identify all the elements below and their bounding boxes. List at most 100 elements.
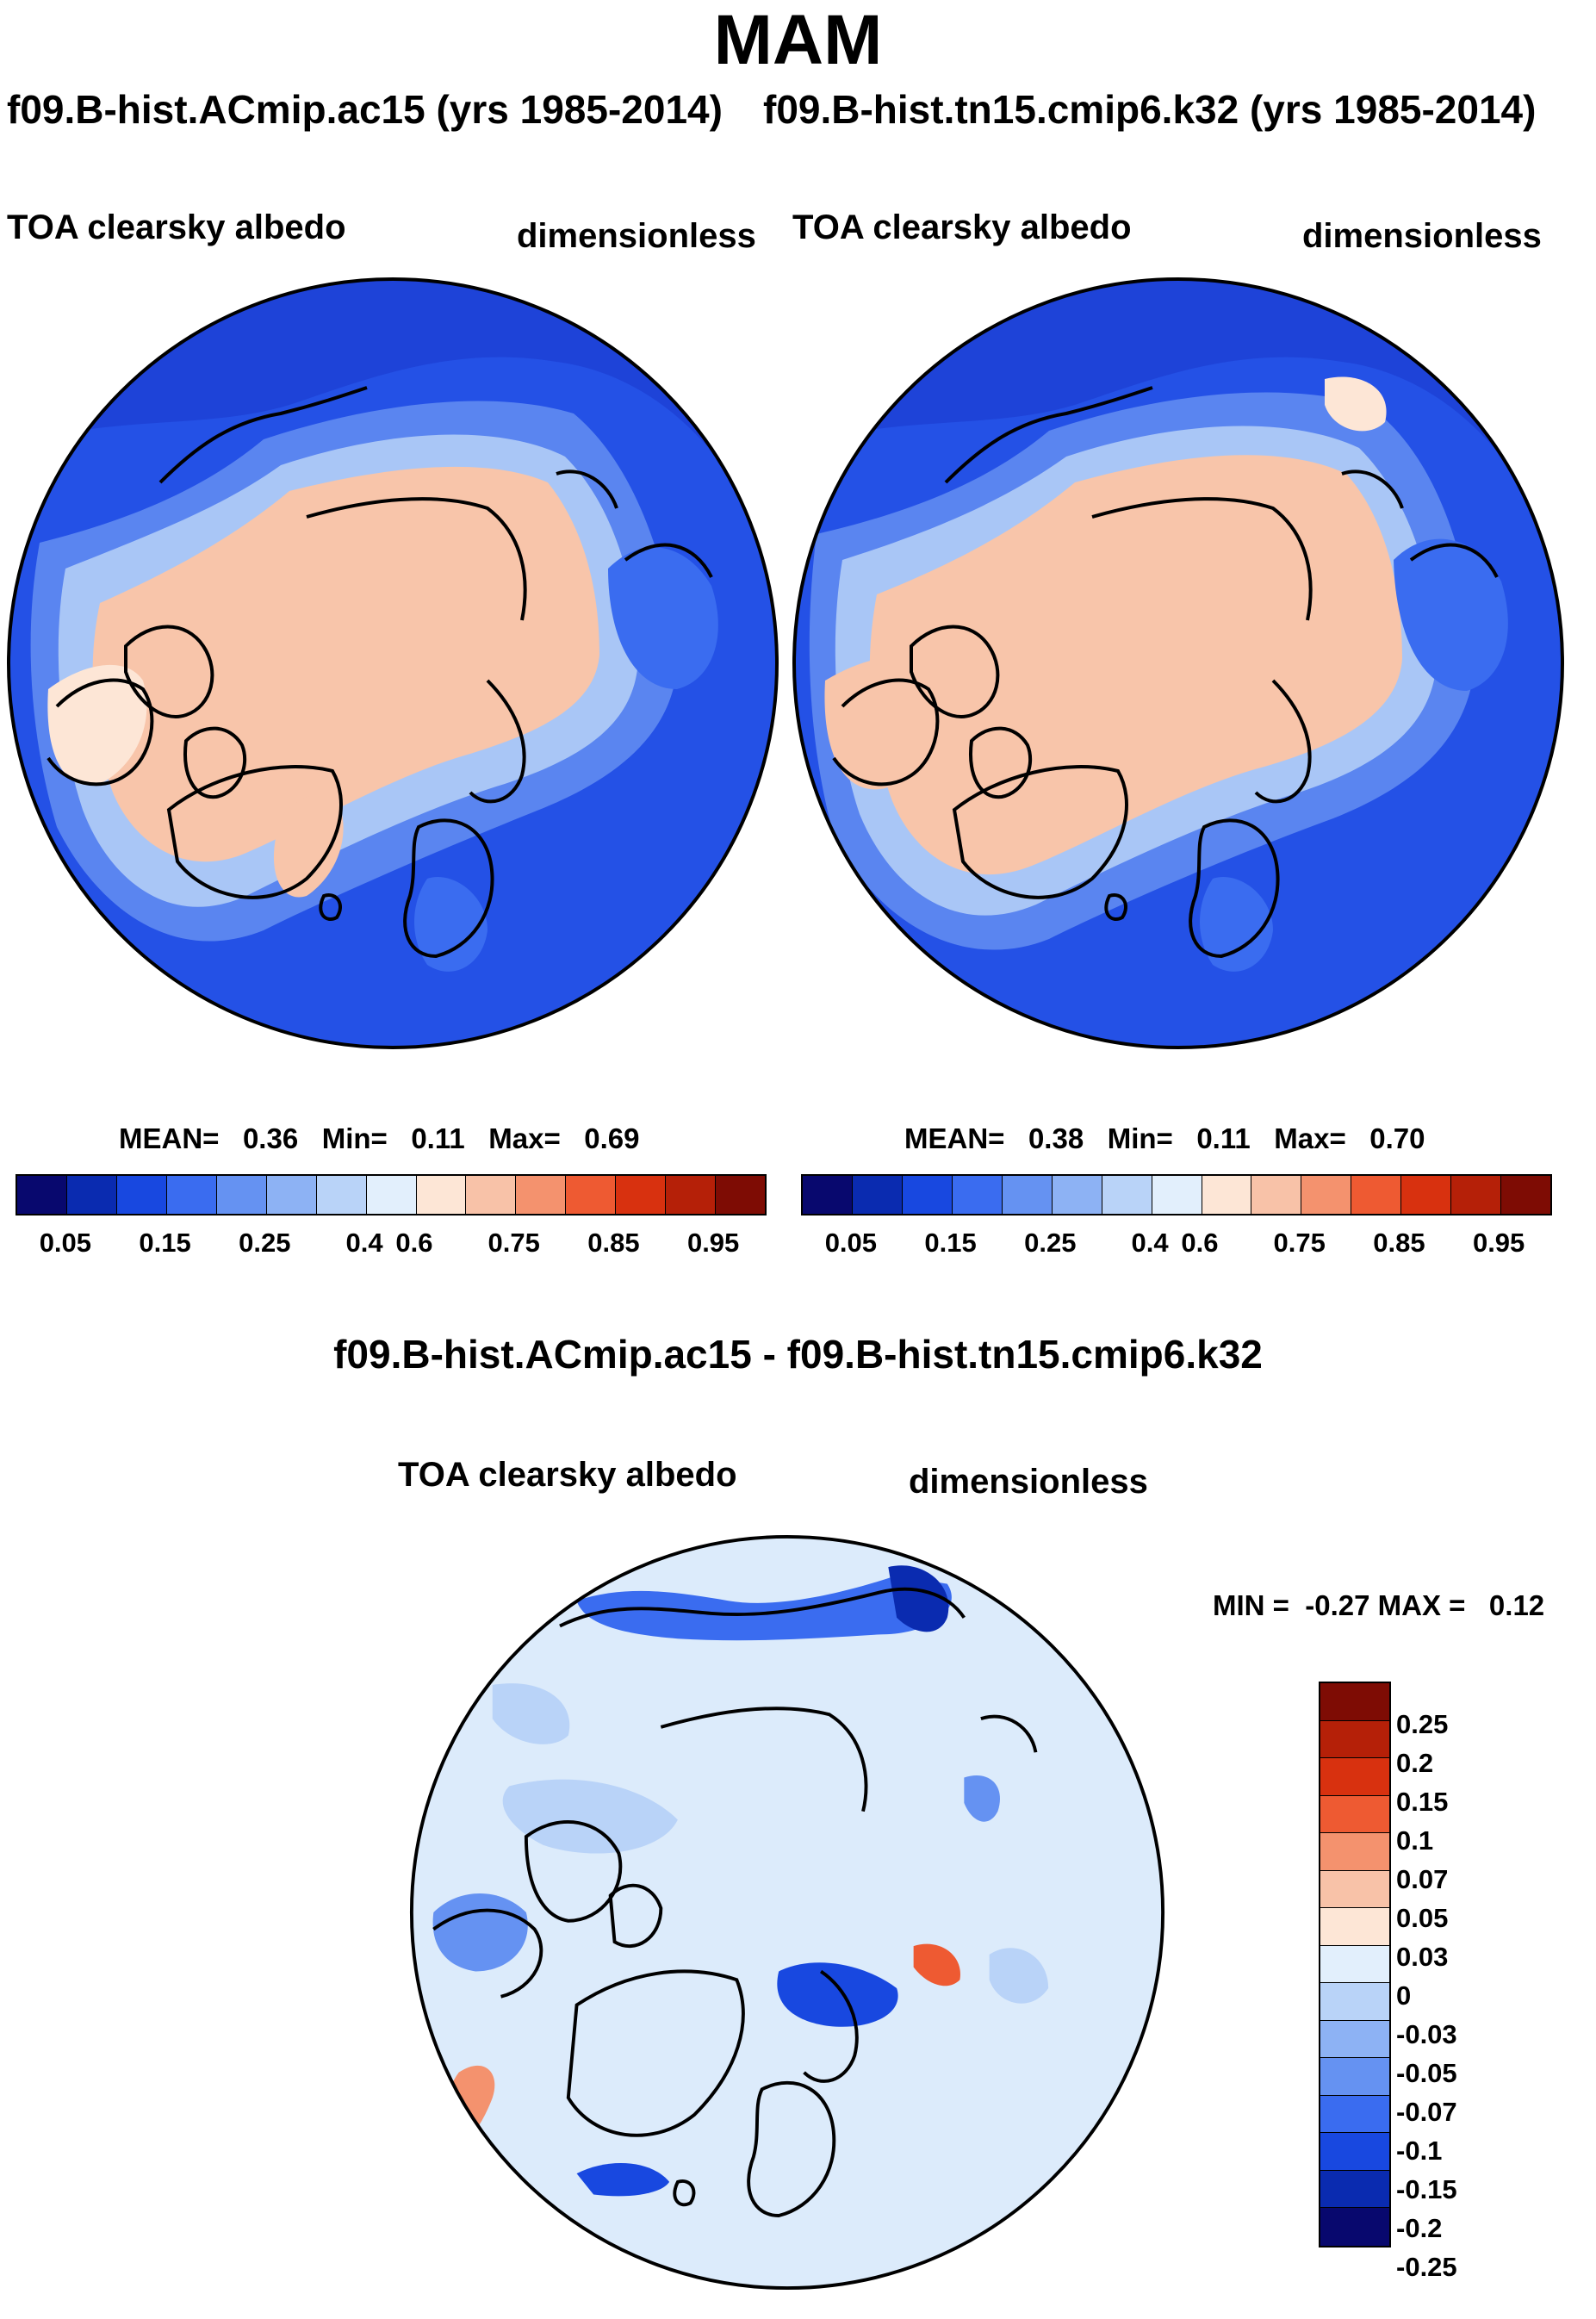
colorbar-swatch	[1320, 2095, 1389, 2133]
colorbar-swatch	[1320, 2208, 1389, 2246]
panel-2-stats: MEAN= 0.38 Min= 0.11 Max= 0.70	[904, 1122, 1425, 1155]
difference-colorbar-label: -0.15	[1396, 2174, 1457, 2204]
panel-1-min-value: 0.11	[411, 1122, 465, 1154]
colorbar-swatch	[316, 1176, 367, 1214]
panel-2-min-label: Min=	[1107, 1122, 1173, 1154]
panel-2-mean-label: MEAN=	[904, 1122, 1005, 1154]
panel-2-tick: 0.4	[1131, 1228, 1169, 1258]
panel-1-max-label: Max=	[488, 1122, 561, 1154]
difference-colorbar-label: 0.03	[1396, 1942, 1449, 1972]
panel-2-variable: TOA clearsky albedo	[792, 208, 1132, 246]
panel-1-mean-label: MEAN=	[119, 1122, 220, 1154]
panel-2-map	[792, 277, 1564, 1049]
difference-colorbar-label: -0.05	[1396, 2058, 1457, 2088]
colorbar-swatch	[566, 1176, 617, 1214]
colorbar-swatch	[1401, 1176, 1452, 1214]
colorbar-swatch	[366, 1176, 417, 1214]
panel-2-colorbar-ticks: 0.05 0.15 0.25 0.4 0.6 0.75 0.85 0.95	[801, 1228, 1549, 1262]
panel-2-tick: 0.95	[1472, 1228, 1525, 1258]
colorbar-swatch	[266, 1176, 317, 1214]
difference-variable: TOA clearsky albedo	[398, 1456, 737, 1494]
colorbar-swatch	[1451, 1176, 1502, 1214]
colorbar-swatch	[803, 1176, 853, 1214]
panel-1-tick: 0.6	[395, 1228, 433, 1258]
difference-colorbar-labels: 0.25 0.2 0.15 0.1 0.07 0.05 0.03 0 -0.03…	[1396, 1682, 1517, 2282]
difference-colorbar-label: -0.2	[1396, 2213, 1443, 2243]
panel-2-tick: 0.75	[1273, 1228, 1326, 1258]
difference-colorbar-label: 0.05	[1396, 1903, 1449, 1933]
colorbar-swatch	[516, 1176, 567, 1214]
colorbar-swatch	[1320, 1758, 1389, 1796]
panel-2-max-label: Max=	[1274, 1122, 1346, 1154]
colorbar-swatch	[216, 1176, 267, 1214]
difference-colorbar-label: -0.25	[1396, 2252, 1457, 2282]
colorbar-swatch	[1251, 1176, 1302, 1214]
difference-colorbar-label: -0.07	[1396, 2097, 1457, 2127]
panel-1-mean-value: 0.36	[242, 1122, 299, 1154]
figure-title: MAM	[713, 1, 883, 79]
difference-title: f09.B-hist.ACmip.ac15 - f09.B-hist.tn15.…	[333, 1332, 1263, 1377]
colorbar-swatch	[17, 1176, 67, 1214]
colorbar-swatch	[1501, 1176, 1551, 1214]
colorbar-swatch	[1002, 1176, 1053, 1214]
colorbar-swatch	[1320, 1908, 1389, 1946]
colorbar-swatch	[1202, 1176, 1252, 1214]
difference-map	[409, 1534, 1165, 2291]
panel-1-units: dimensionless	[517, 217, 756, 255]
colorbar-swatch	[1320, 1720, 1389, 1758]
difference-colorbar-label: 0.07	[1396, 1864, 1449, 1894]
colorbar-swatch	[1320, 2170, 1389, 2208]
panel-1-map	[7, 277, 779, 1049]
colorbar-swatch	[852, 1176, 903, 1214]
colorbar-swatch	[1052, 1176, 1102, 1214]
colorbar-swatch	[1320, 1795, 1389, 1833]
colorbar-swatch	[1320, 1683, 1389, 1721]
panel-2-tick: 0.15	[924, 1228, 977, 1258]
panel-2-colorbar	[801, 1174, 1552, 1215]
difference-colorbar-label: -0.03	[1396, 2019, 1457, 2049]
panel-1-tick: 0.15	[139, 1228, 191, 1258]
colorbar-swatch	[1320, 2058, 1389, 2096]
panel-1-tick: 0.25	[239, 1228, 291, 1258]
colorbar-swatch	[1320, 2020, 1389, 2058]
colorbar-swatch	[416, 1176, 467, 1214]
panel-2-min-value: 0.11	[1196, 1122, 1251, 1154]
panel-1-tick: 0.4	[345, 1228, 383, 1258]
panel-2-mean-value: 0.38	[1028, 1122, 1084, 1154]
panel-1-tick: 0.95	[686, 1228, 740, 1258]
panel-2-run-title: f09.B-hist.tn15.cmip6.k32 (yrs 1985-2014…	[763, 87, 1537, 132]
difference-colorbar-label: 0.2	[1396, 1748, 1434, 1778]
colorbar-swatch	[1320, 2133, 1389, 2171]
difference-colorbar-label: 0.15	[1396, 1787, 1449, 1817]
difference-colorbar	[1319, 1682, 1391, 2248]
colorbar-swatch	[1351, 1176, 1402, 1214]
colorbar-swatch	[666, 1176, 717, 1214]
difference-colorbar-label: 0.1	[1396, 1825, 1434, 1856]
colorbar-swatch	[1320, 1833, 1389, 1871]
colorbar-swatch	[1102, 1176, 1152, 1214]
colorbar-swatch	[466, 1176, 517, 1214]
panel-1-colorbar-ticks: 0.05 0.15 0.25 0.4 0.6 0.75 0.85 0.95	[16, 1228, 763, 1262]
panel-2-max-value: 0.70	[1369, 1122, 1425, 1154]
panel-1-tick: 0.05	[39, 1228, 92, 1258]
colorbar-swatch	[1152, 1176, 1202, 1214]
colorbar-swatch	[902, 1176, 953, 1214]
panel-1-min-label: Min=	[321, 1122, 388, 1154]
panel-1-max-value: 0.69	[584, 1122, 640, 1154]
panel-1-stats: MEAN= 0.36 Min= 0.11 Max= 0.69	[119, 1122, 639, 1155]
colorbar-swatch	[952, 1176, 1003, 1214]
difference-colorbar-label: 0.25	[1396, 1709, 1449, 1739]
colorbar-swatch	[616, 1176, 667, 1214]
panel-2-tick: 0.85	[1373, 1228, 1425, 1258]
panel-1-tick: 0.75	[487, 1228, 540, 1258]
panel-1-colorbar	[16, 1174, 767, 1215]
colorbar-swatch	[116, 1176, 167, 1214]
difference-colorbar-label: -0.1	[1396, 2136, 1443, 2166]
panel-2-tick: 0.05	[824, 1228, 878, 1258]
difference-minmax: MIN = -0.27 MAX = 0.12	[1213, 1589, 1545, 1621]
panel-1-run-title: f09.B-hist.ACmip.ac15 (yrs 1985-2014)	[7, 87, 723, 132]
colorbar-swatch	[1320, 1870, 1389, 1908]
panel-2-units: dimensionless	[1302, 217, 1542, 255]
difference-units: dimensionless	[909, 1463, 1148, 1501]
panel-2-tick: 0.25	[1024, 1228, 1077, 1258]
